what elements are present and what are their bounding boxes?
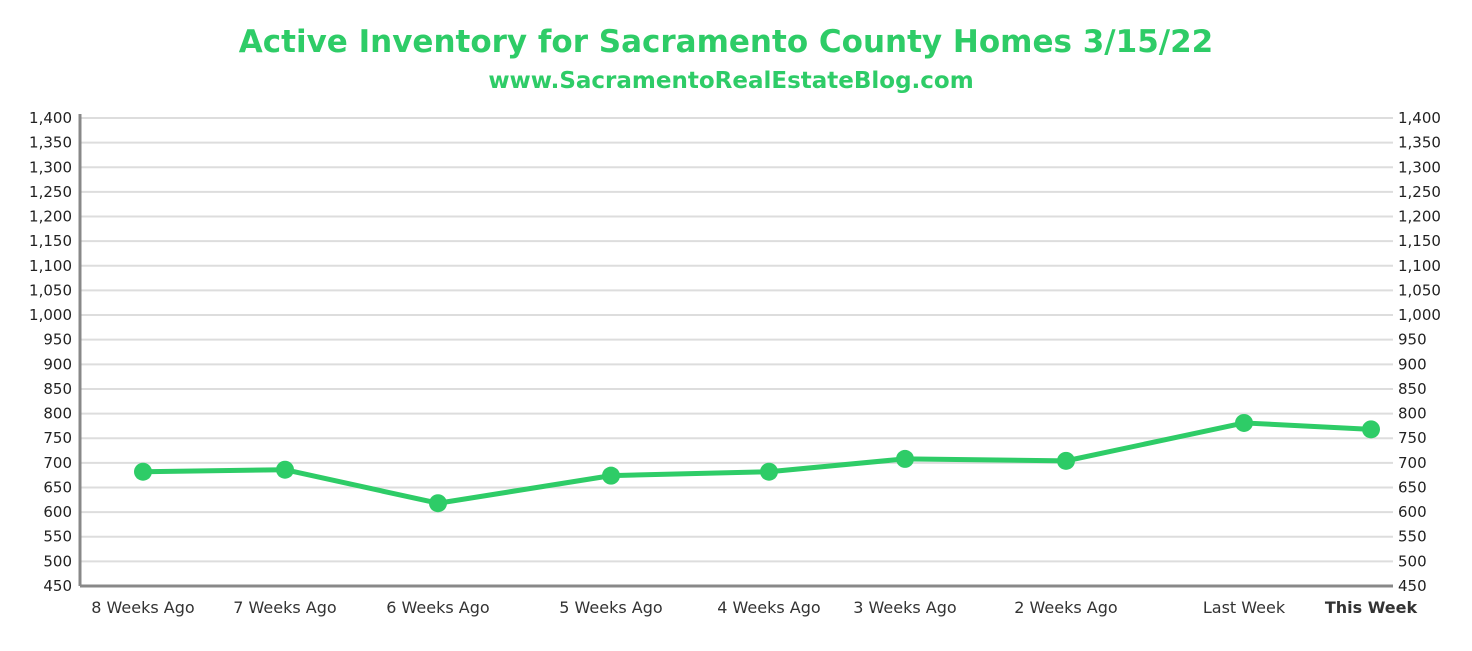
- y-tick-label-right: 1,200: [1398, 208, 1441, 226]
- y-tick-label-right: 750: [1398, 429, 1427, 447]
- x-tick-label: 7 Weeks Ago: [233, 598, 336, 617]
- y-tick-label-left: 750: [43, 429, 72, 447]
- y-tick-label-right: 1,150: [1398, 232, 1441, 250]
- y-tick-label-right: 500: [1398, 552, 1427, 570]
- data-point: [429, 494, 447, 513]
- y-tick-label-left: 1,250: [29, 183, 72, 201]
- y-tick-label-right: 1,400: [1398, 109, 1441, 127]
- y-tick-label-left: 1,100: [29, 257, 72, 275]
- y-tick-label-left: 1,150: [29, 232, 72, 250]
- x-tick-label: 6 Weeks Ago: [386, 598, 489, 617]
- y-tick-label-right: 1,250: [1398, 183, 1441, 201]
- y-tick-label-left: 1,350: [29, 134, 72, 152]
- data-point: [1235, 413, 1253, 432]
- y-tick-label-left: 700: [43, 454, 72, 472]
- y-tick-label-right: 1,000: [1398, 306, 1441, 324]
- y-tick-label-right: 600: [1398, 503, 1427, 521]
- y-tick-label-left: 900: [43, 355, 72, 373]
- y-tick-label-left: 1,400: [29, 109, 72, 127]
- y-tick-label-left: 800: [43, 405, 72, 423]
- y-tick-label-left: 950: [43, 331, 72, 349]
- x-tick-label: 3 Weeks Ago: [853, 598, 956, 617]
- x-tick-label: 4 Weeks Ago: [717, 598, 820, 617]
- y-tick-label-left: 650: [43, 478, 72, 496]
- chart-subtitle: www.SacramentoRealEstateBlog.com: [488, 68, 974, 94]
- y-tick-label-left: 500: [43, 552, 72, 570]
- data-point: [760, 462, 778, 481]
- x-tick-label: Last Week: [1203, 598, 1286, 617]
- y-tick-label-left: 1,300: [29, 158, 72, 176]
- y-axis-left-ticks: 450 500 550 600 650 700 750 800 850 900 950 1,000 1,…: [29, 109, 72, 595]
- y-tick-label-right: 550: [1398, 528, 1427, 546]
- y-tick-label-right: 1,350: [1398, 134, 1441, 152]
- y-tick-label-left: 550: [43, 528, 72, 546]
- y-tick-label-right: 700: [1398, 454, 1427, 472]
- data-point: [276, 460, 294, 479]
- axes: [78, 114, 1393, 588]
- y-tick-label-left: 1,200: [29, 208, 72, 226]
- gridlines: [80, 117, 1393, 563]
- data-point: [1057, 451, 1075, 470]
- y-tick-label-left: 450: [43, 577, 72, 595]
- x-tick-label: 5 Weeks Ago: [559, 598, 662, 617]
- data-point: [602, 466, 620, 485]
- series-inventory: [134, 413, 1380, 513]
- y-tick-label-right: 900: [1398, 355, 1427, 373]
- y-tick-label-right: 800: [1398, 405, 1427, 423]
- data-point: [1362, 420, 1380, 439]
- y-tick-label-right: 950: [1398, 331, 1427, 349]
- y-tick-label-right: 650: [1398, 478, 1427, 496]
- chart-title: Active Inventory for Sacramento County H…: [238, 24, 1214, 60]
- x-tick-label: 8 Weeks Ago: [91, 598, 194, 617]
- y-tick-label-right: 1,100: [1398, 257, 1441, 275]
- y-tick-label-left: 850: [43, 380, 72, 398]
- y-tick-label-left: 600: [43, 503, 72, 521]
- x-tick-label: 2 Weeks Ago: [1014, 598, 1117, 617]
- y-tick-label-right: 850: [1398, 380, 1427, 398]
- y-tick-label-right: 1,300: [1398, 158, 1441, 176]
- y-tick-label-right: 450: [1398, 577, 1427, 595]
- y-axis-right-ticks: 450 500 550 600 650 700 750 800 850 900 950 1,000 1,…: [1398, 109, 1441, 595]
- y-tick-label-right: 1,050: [1398, 281, 1441, 299]
- y-tick-label-left: 1,050: [29, 281, 72, 299]
- data-point: [896, 449, 914, 468]
- x-tick-label: This Week: [1325, 598, 1418, 617]
- data-point: [134, 462, 152, 481]
- x-axis-ticks: 8 Weeks Ago 7 Weeks Ago 6 Weeks Ago 5 Weeks…: [91, 598, 1417, 617]
- y-tick-label-left: 1,000: [29, 306, 72, 324]
